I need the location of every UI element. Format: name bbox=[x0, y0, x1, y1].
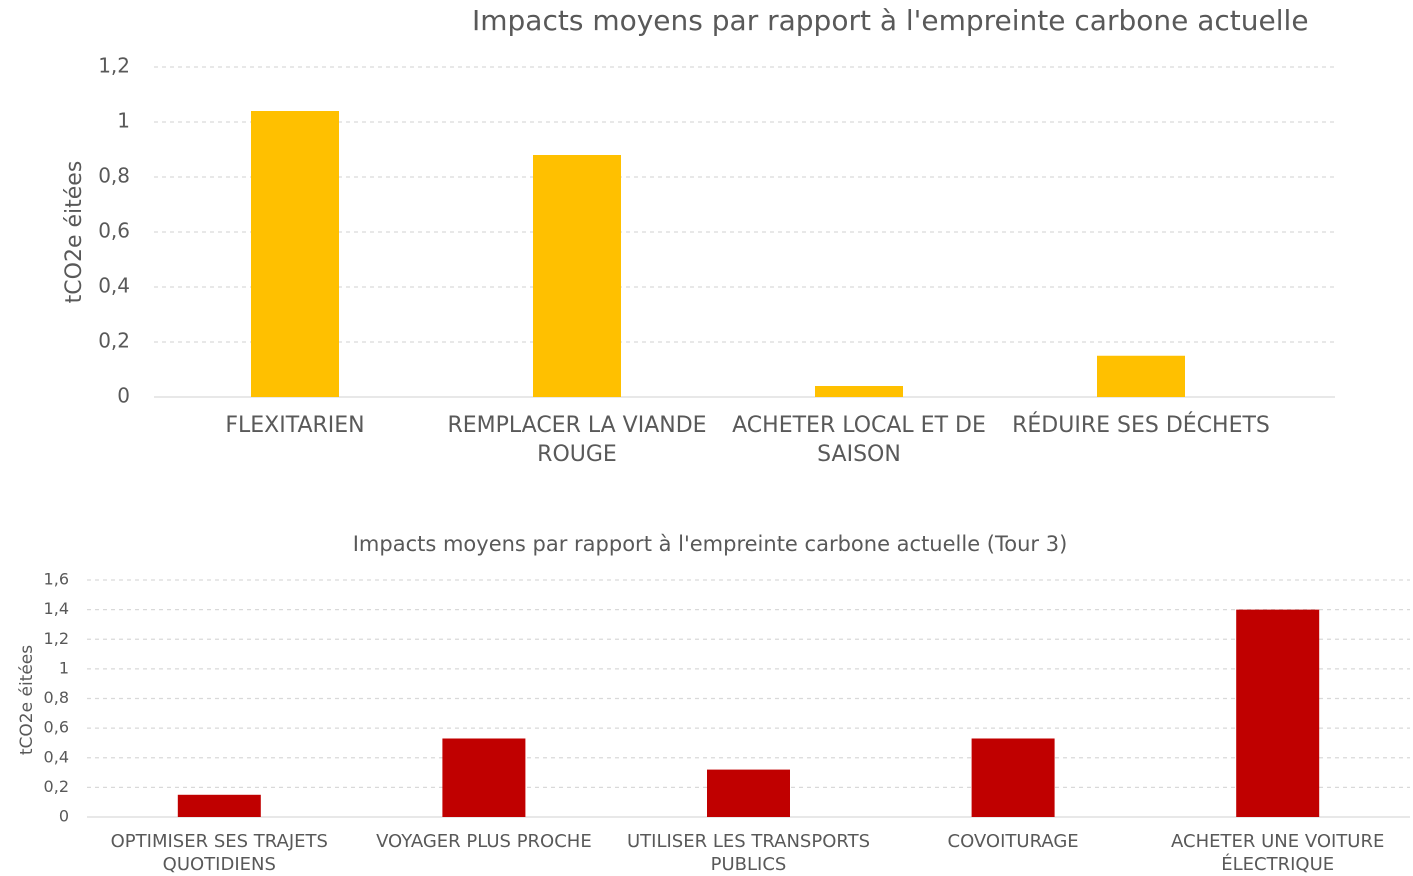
bar bbox=[971, 738, 1055, 817]
y-tick-label: 0 bbox=[59, 807, 69, 826]
bar bbox=[1097, 355, 1185, 397]
y-tick-label: 0 bbox=[117, 384, 130, 408]
y-tick-label: 0,4 bbox=[98, 274, 130, 298]
x-tick-label: RÉDUIRE SES DÉCHETS bbox=[1012, 413, 1270, 438]
y-tick-label: 0,8 bbox=[98, 164, 130, 188]
y-tick-label: 1,6 bbox=[44, 570, 69, 589]
y-tick-label: 0,8 bbox=[44, 688, 69, 707]
y-axis-title: tCO2e éitées bbox=[62, 161, 87, 304]
y-axis-title: tCO2e éitées bbox=[17, 645, 37, 755]
y-tick-label: 1 bbox=[59, 658, 69, 677]
chart-title: Impacts moyens par rapport à l'empreinte… bbox=[353, 532, 1068, 556]
y-tick-label: 1,2 bbox=[98, 54, 130, 78]
bar bbox=[177, 794, 261, 817]
x-tick-label: OPTIMISER SES TRAJETS QUOTIDIENS bbox=[110, 831, 328, 876]
y-tick-label: 0,2 bbox=[44, 777, 69, 796]
bar bbox=[1236, 609, 1320, 817]
bar bbox=[442, 738, 526, 817]
bar bbox=[251, 111, 339, 397]
x-tick-label: ACHETER UNE VOITURE ÉLECTRIQUE bbox=[1171, 831, 1385, 876]
x-tick-label: COVOITURAGE bbox=[947, 831, 1079, 852]
x-tick-label: UTILISER LES TRANSPORTS PUBLICS bbox=[626, 831, 870, 876]
chart-title: Impacts moyens par rapport à l'empreinte… bbox=[472, 4, 1309, 37]
bar bbox=[533, 155, 621, 397]
x-tick-label: ACHETER LOCAL ET DE SAISON bbox=[732, 413, 986, 467]
y-tick-label: 0,6 bbox=[98, 219, 130, 243]
y-tick-label: 0,2 bbox=[98, 329, 130, 353]
y-tick-label: 0,6 bbox=[44, 718, 69, 737]
y-tick-label: 1 bbox=[117, 109, 130, 133]
x-tick-label: REMPLACER LA VIANDE ROUGE bbox=[447, 413, 707, 467]
x-tick-label: VOYAGER PLUS PROCHE bbox=[376, 831, 592, 852]
y-tick-label: 0,4 bbox=[44, 747, 69, 766]
bar bbox=[707, 769, 790, 817]
y-tick-label: 1,4 bbox=[44, 599, 69, 618]
y-tick-label: 1,2 bbox=[44, 629, 69, 648]
bar bbox=[815, 386, 903, 397]
x-tick-label: FLEXITARIEN bbox=[225, 413, 365, 438]
